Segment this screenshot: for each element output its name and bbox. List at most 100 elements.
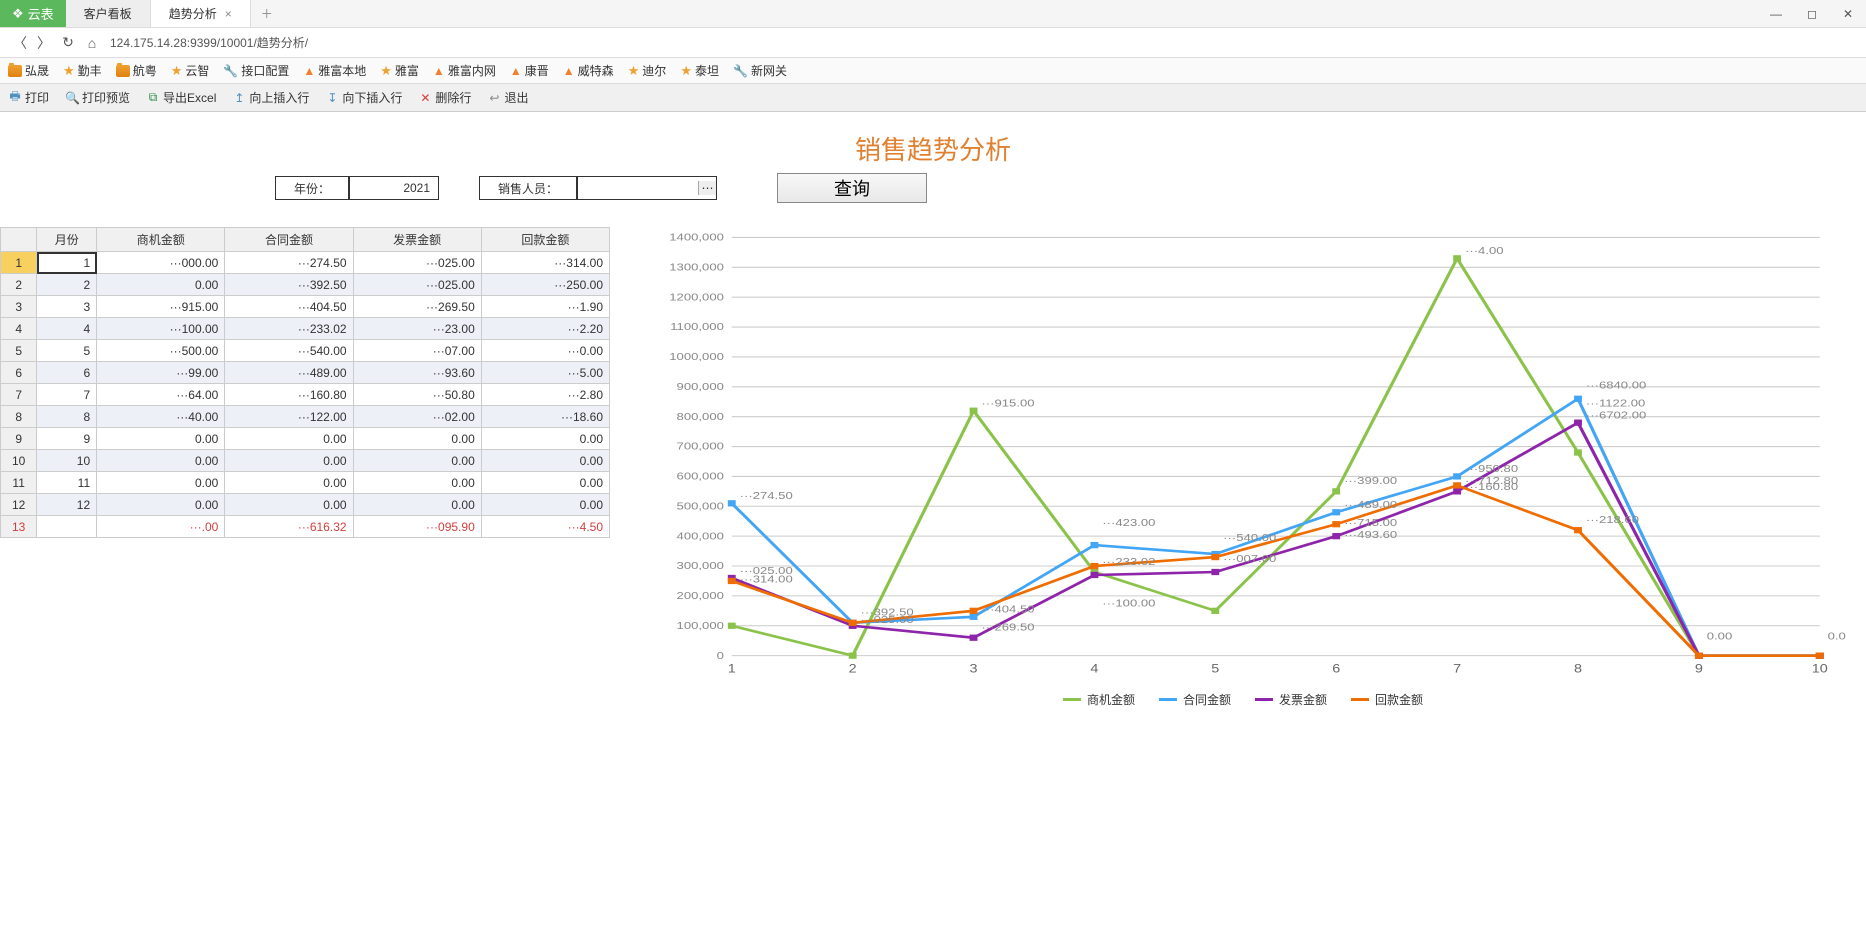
cell-inv[interactable]: ···50.80: [353, 384, 481, 406]
bookmark-item[interactable]: ★云智: [171, 62, 210, 79]
table-row[interactable]: 44···100.00···233.02···23.00···2.20: [1, 318, 610, 340]
bookmark-item[interactable]: ▲威特森: [563, 62, 614, 79]
cell-pay[interactable]: 0.00: [481, 472, 609, 494]
salesperson-input[interactable]: [578, 181, 698, 196]
cell-con[interactable]: 0.00: [225, 428, 353, 450]
cell-opp[interactable]: ···915.00: [97, 296, 225, 318]
table-row[interactable]: 12120.000.000.000.00: [1, 494, 610, 516]
cell-pay[interactable]: ···18.60: [481, 406, 609, 428]
cell-pay[interactable]: 0.00: [481, 494, 609, 516]
cell-con[interactable]: 0.00: [225, 494, 353, 516]
cell-con[interactable]: 0.00: [225, 450, 353, 472]
cell-opp[interactable]: 0.00: [97, 428, 225, 450]
cell-month[interactable]: 1: [37, 252, 97, 274]
cell-pay[interactable]: ···2.80: [481, 384, 609, 406]
cell-month[interactable]: 9: [37, 428, 97, 450]
table-row[interactable]: 220.00···392.50···025.00···250.00: [1, 274, 610, 296]
cell-opp[interactable]: ···64.00: [97, 384, 225, 406]
tab-close-icon[interactable]: ×: [225, 7, 232, 21]
toolbar-print[interactable]: 🖶打印: [8, 87, 49, 108]
cell-inv[interactable]: ···269.50: [353, 296, 481, 318]
cell-month[interactable]: 10: [37, 450, 97, 472]
cell-pay[interactable]: ···314.00: [481, 252, 609, 274]
maximize-button[interactable]: ◻: [1794, 7, 1830, 21]
forward-button[interactable]: 〉: [32, 33, 56, 53]
cell-con[interactable]: ···233.02: [225, 318, 353, 340]
cell-month[interactable]: 7: [37, 384, 97, 406]
back-button[interactable]: 〈: [8, 33, 32, 53]
cell-pay[interactable]: ···1.90: [481, 296, 609, 318]
query-button[interactable]: 查询: [777, 173, 927, 203]
bookmark-item[interactable]: ▲雅富内网: [433, 62, 496, 79]
cell-inv[interactable]: ···07.00: [353, 340, 481, 362]
cell-month[interactable]: 11: [37, 472, 97, 494]
bookmark-item[interactable]: ★勤丰: [63, 62, 102, 79]
cell-month[interactable]: 5: [37, 340, 97, 362]
toolbar-preview[interactable]: 🔍打印预览: [65, 89, 130, 106]
refresh-button[interactable]: ↻: [56, 34, 80, 51]
minimize-button[interactable]: —: [1758, 7, 1794, 21]
col-opportunity[interactable]: 商机金额: [97, 228, 225, 252]
cell-inv[interactable]: ···02.00: [353, 406, 481, 428]
tab-add-button[interactable]: ＋: [251, 0, 283, 27]
bookmark-item[interactable]: ▲康晋: [510, 62, 549, 79]
cell-con[interactable]: ···404.50: [225, 296, 353, 318]
cell-inv[interactable]: ···23.00: [353, 318, 481, 340]
table-row[interactable]: 11···000.00···274.50···025.00···314.00: [1, 252, 610, 274]
col-contract[interactable]: 合同金额: [225, 228, 353, 252]
cell-con[interactable]: ···540.00: [225, 340, 353, 362]
table-row[interactable]: 55···500.00···540.00···07.00···0.00: [1, 340, 610, 362]
bookmark-item[interactable]: ★迪尔: [628, 62, 667, 79]
toolbar-down[interactable]: ↧向下插入行: [325, 89, 402, 106]
close-button[interactable]: ✕: [1830, 7, 1866, 21]
bookmark-item[interactable]: ▲雅富本地: [303, 62, 366, 79]
bookmark-item[interactable]: 🔧新网关: [733, 62, 787, 79]
toolbar-del[interactable]: ✕删除行: [418, 89, 471, 106]
toolbar-exit[interactable]: ↩退出: [487, 89, 528, 106]
cell-opp[interactable]: 0.00: [97, 450, 225, 472]
tab[interactable]: 客户看板: [66, 0, 151, 27]
bookmark-item[interactable]: 弘晟: [8, 62, 49, 79]
col-payment[interactable]: 回款金额: [481, 228, 609, 252]
cell-pay[interactable]: 0.00: [481, 428, 609, 450]
cell-inv[interactable]: 0.00: [353, 428, 481, 450]
salesperson-dropdown-icon[interactable]: ⋯: [698, 181, 716, 195]
cell-inv[interactable]: 0.00: [353, 450, 481, 472]
cell-pay[interactable]: ···0.00: [481, 340, 609, 362]
bookmark-item[interactable]: ★雅富: [380, 62, 419, 79]
cell-inv[interactable]: ···025.00: [353, 252, 481, 274]
cell-opp[interactable]: ···100.00: [97, 318, 225, 340]
table-row[interactable]: 77···64.00···160.80···50.80···2.80: [1, 384, 610, 406]
toolbar-excel[interactable]: ⧉导出Excel: [146, 89, 216, 106]
table-row[interactable]: 10100.000.000.000.00: [1, 450, 610, 472]
cell-month[interactable]: 3: [37, 296, 97, 318]
url-text[interactable]: 124.175.14.28:9399/10001/趋势分析/: [110, 34, 308, 51]
cell-inv[interactable]: 0.00: [353, 472, 481, 494]
cell-inv[interactable]: 0.00: [353, 494, 481, 516]
table-row[interactable]: 990.000.000.000.00: [1, 428, 610, 450]
cell-month[interactable]: 12: [37, 494, 97, 516]
cell-con[interactable]: ···489.00: [225, 362, 353, 384]
cell-opp[interactable]: 0.00: [97, 274, 225, 296]
cell-month[interactable]: 8: [37, 406, 97, 428]
bookmark-item[interactable]: 🔧接口配置: [223, 62, 289, 79]
cell-opp[interactable]: ···000.00: [97, 252, 225, 274]
cell-month[interactable]: 4: [37, 318, 97, 340]
cell-con[interactable]: 0.00: [225, 472, 353, 494]
cell-month[interactable]: 2: [37, 274, 97, 296]
cell-month[interactable]: 6: [37, 362, 97, 384]
tab[interactable]: 趋势分析×: [151, 0, 251, 27]
cell-con[interactable]: ···160.80: [225, 384, 353, 406]
cell-opp[interactable]: ···500.00: [97, 340, 225, 362]
cell-con[interactable]: ···392.50: [225, 274, 353, 296]
table-row[interactable]: 11110.000.000.000.00: [1, 472, 610, 494]
cell-inv[interactable]: ···025.00: [353, 274, 481, 296]
cell-pay[interactable]: ···2.20: [481, 318, 609, 340]
cell-opp[interactable]: 0.00: [97, 472, 225, 494]
table-row[interactable]: 88···40.00···122.00···02.00···18.60: [1, 406, 610, 428]
col-invoice[interactable]: 发票金额: [353, 228, 481, 252]
cell-pay[interactable]: 0.00: [481, 450, 609, 472]
year-value[interactable]: 2021: [349, 176, 439, 200]
home-button[interactable]: ⌂: [80, 35, 104, 51]
cell-opp[interactable]: ···40.00: [97, 406, 225, 428]
